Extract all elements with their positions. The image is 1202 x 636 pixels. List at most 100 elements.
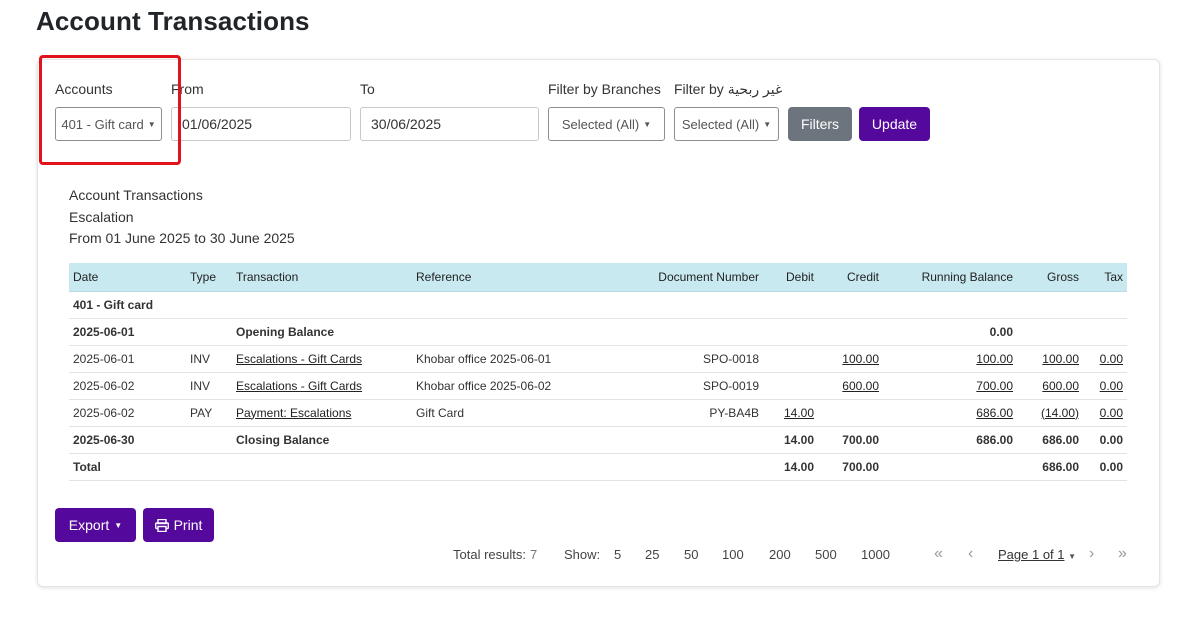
balance-link[interactable]: 686.00 xyxy=(976,405,1013,420)
row-date: 2025-06-01 xyxy=(69,345,186,373)
page-size-25[interactable]: 25 xyxy=(645,547,660,562)
print-button[interactable]: Print xyxy=(143,508,214,542)
total-label: Total xyxy=(69,453,186,481)
export-label: Export xyxy=(68,517,110,533)
tax-link[interactable]: 0.00 xyxy=(1099,351,1123,366)
row-date: 2025-06-02 xyxy=(69,399,186,427)
gross-link[interactable]: (14.00) xyxy=(1040,405,1079,420)
closing-debit: 14.00 xyxy=(763,426,818,454)
caret-down-icon: ▼ xyxy=(1068,552,1077,561)
row-credit xyxy=(818,399,883,427)
first-page-icon[interactable]: « xyxy=(934,545,943,562)
credit-link[interactable]: 100.00 xyxy=(842,351,879,366)
export-button[interactable]: Export ▼ xyxy=(55,508,136,542)
nonprofit-dropdown[interactable]: Selected (All) ▼ xyxy=(674,107,779,141)
row-type: PAY xyxy=(186,399,232,427)
group-row: 401 - Gift card xyxy=(69,291,1127,319)
col-reference: Reference xyxy=(412,263,602,292)
table-row: 2025-06-02 INV Escalations - Gift Cards … xyxy=(69,372,1127,400)
branches-dropdown[interactable]: Selected (All) ▼ xyxy=(548,107,665,141)
balance-link[interactable]: 100.00 xyxy=(976,351,1013,366)
transaction-link[interactable]: Escalations - Gift Cards xyxy=(236,378,363,393)
nonprofit-label: Filter by غير ربحية xyxy=(674,81,783,97)
last-page-icon[interactable]: » xyxy=(1118,545,1127,562)
total-results-value: 7 xyxy=(530,547,538,562)
balance-link[interactable]: 700.00 xyxy=(976,378,1013,393)
caret-down-icon: ▼ xyxy=(643,119,652,129)
total-gross: 686.00 xyxy=(1017,453,1083,481)
row-type: INV xyxy=(186,372,232,400)
report-company: Escalation xyxy=(69,209,134,225)
total-credit: 700.00 xyxy=(818,453,883,481)
row-reference: Khobar office 2025-06-02 xyxy=(412,372,602,400)
accounts-label: Accounts xyxy=(55,81,113,97)
row-date: 2025-06-02 xyxy=(69,372,186,400)
page-size-5[interactable]: 5 xyxy=(614,547,622,562)
total-debit: 14.00 xyxy=(763,453,818,481)
total-row: Total 14.00 700.00 686.00 0.00 xyxy=(69,453,1127,481)
row-type: INV xyxy=(186,345,232,373)
table-row: 2025-06-02 PAY Payment: Escalations Gift… xyxy=(69,399,1127,427)
update-button[interactable]: Update xyxy=(859,107,930,141)
branches-dropdown-value: Selected (All) xyxy=(561,116,640,132)
page-label: Page 1 of 1 xyxy=(998,547,1065,562)
page-size-200[interactable]: 200 xyxy=(769,547,791,562)
accounts-dropdown[interactable]: 401 - Gift card ▼ xyxy=(55,107,162,141)
col-debit: Debit xyxy=(763,263,818,292)
row-debit xyxy=(763,345,818,373)
row-reference: Gift Card xyxy=(412,399,602,427)
closing-balance-row: 2025-06-30 Closing Balance 14.00 700.00 … xyxy=(69,426,1127,454)
page-selector[interactable]: Page 1 of 1 ▼ xyxy=(998,547,1076,562)
previous-page-icon[interactable]: ‹ xyxy=(968,545,974,562)
page-title: Account Transactions xyxy=(36,6,310,36)
total-tax: 0.00 xyxy=(1083,453,1127,481)
accounts-dropdown-value: 401 - Gift card xyxy=(61,116,144,132)
caret-down-icon: ▼ xyxy=(147,119,156,129)
row-debit xyxy=(763,372,818,400)
row-reference: Khobar office 2025-06-01 xyxy=(412,345,602,373)
col-credit: Credit xyxy=(818,263,883,292)
next-page-icon[interactable]: › xyxy=(1089,545,1095,562)
group-label: 401 - Gift card xyxy=(69,291,1127,319)
col-type: Type xyxy=(186,263,232,292)
to-date-input[interactable] xyxy=(360,107,539,141)
closing-balance: 686.00 xyxy=(883,426,1017,454)
caret-down-icon: ▼ xyxy=(763,119,772,129)
nonprofit-dropdown-value: Selected (All) xyxy=(681,116,760,132)
caret-down-icon: ▼ xyxy=(114,520,123,530)
table-row: 2025-06-01 INV Escalations - Gift Cards … xyxy=(69,345,1127,373)
closing-date: 2025-06-30 xyxy=(69,426,186,454)
transaction-link[interactable]: Payment: Escalations xyxy=(236,405,352,420)
col-running-balance: Running Balance xyxy=(883,263,1017,292)
print-label: Print xyxy=(173,517,203,533)
page-size-500[interactable]: 500 xyxy=(815,547,837,562)
col-gross: Gross xyxy=(1017,263,1083,292)
col-tax: Tax xyxy=(1083,263,1127,292)
gross-link[interactable]: 100.00 xyxy=(1042,351,1079,366)
tax-link[interactable]: 0.00 xyxy=(1099,378,1123,393)
opening-balance-row: 2025-06-01 Opening Balance 0.00 xyxy=(69,318,1127,346)
filters-button[interactable]: Filters xyxy=(788,107,852,141)
col-transaction: Transaction xyxy=(232,263,412,292)
row-document-number: PY-BA4B xyxy=(602,399,763,427)
page-size-1000[interactable]: 1000 xyxy=(861,547,890,562)
transactions-table: Date Type Transaction Reference Document… xyxy=(69,263,1127,481)
tax-link[interactable]: 0.00 xyxy=(1099,405,1123,420)
table-header-row: Date Type Transaction Reference Document… xyxy=(69,263,1127,292)
page-size-50[interactable]: 50 xyxy=(684,547,699,562)
closing-label: Closing Balance xyxy=(232,426,412,454)
debit-link[interactable]: 14.00 xyxy=(783,405,814,420)
credit-link[interactable]: 600.00 xyxy=(842,378,879,393)
total-results-label: Total results: xyxy=(453,547,526,562)
page-size-100[interactable]: 100 xyxy=(722,547,744,562)
col-date: Date xyxy=(69,263,186,292)
gross-link[interactable]: 600.00 xyxy=(1042,378,1079,393)
col-document-number: Document Number xyxy=(602,263,763,292)
to-label: To xyxy=(360,81,375,97)
from-date-input[interactable] xyxy=(171,107,351,141)
row-document-number: SPO-0018 xyxy=(602,345,763,373)
from-label: From xyxy=(171,81,204,97)
row-document-number: SPO-0019 xyxy=(602,372,763,400)
report-period: From 01 June 2025 to 30 June 2025 xyxy=(69,230,295,246)
transaction-link[interactable]: Escalations - Gift Cards xyxy=(236,351,363,366)
